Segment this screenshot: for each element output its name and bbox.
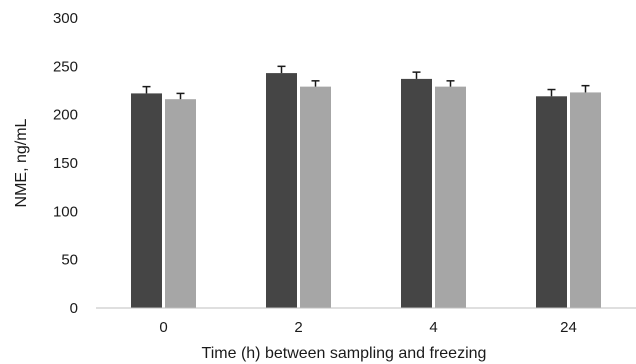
bar — [266, 73, 297, 308]
error-bar — [142, 85, 151, 94]
error-bar — [446, 80, 455, 87]
x-tick-label: 2 — [294, 319, 302, 336]
bar — [435, 86, 466, 308]
bar — [165, 99, 196, 308]
y-axis-title: NME, ng/mL — [13, 118, 30, 207]
bar — [401, 78, 432, 309]
bar — [570, 92, 601, 308]
error-bar — [176, 92, 185, 100]
error-bars — [142, 65, 590, 100]
bars — [131, 73, 601, 309]
x-axis-ticks: 0 2 4 24 — [159, 319, 577, 336]
y-tick-label: 200 — [53, 107, 78, 124]
error-bar — [311, 80, 320, 87]
x-axis-title: Time (h) between sampling and freezing — [202, 345, 487, 362]
error-bar — [412, 71, 421, 79]
y-axis-ticks: 0 50 100 150 200 250 300 — [53, 10, 78, 317]
y-tick-label: 250 — [53, 58, 78, 75]
bar — [131, 93, 162, 309]
error-bar — [547, 88, 556, 97]
y-tick-label: 100 — [53, 203, 78, 220]
x-tick-label: 4 — [429, 319, 437, 336]
bar — [536, 96, 567, 308]
x-tick-label: 24 — [560, 319, 577, 336]
bar — [300, 86, 331, 308]
y-tick-label: 300 — [53, 10, 78, 27]
error-bar — [277, 65, 286, 74]
y-tick-label: 50 — [61, 252, 78, 269]
x-tick-label: 0 — [159, 319, 167, 336]
y-tick-label: 150 — [53, 155, 78, 172]
error-bar — [581, 84, 590, 93]
y-tick-label: 0 — [70, 300, 78, 317]
